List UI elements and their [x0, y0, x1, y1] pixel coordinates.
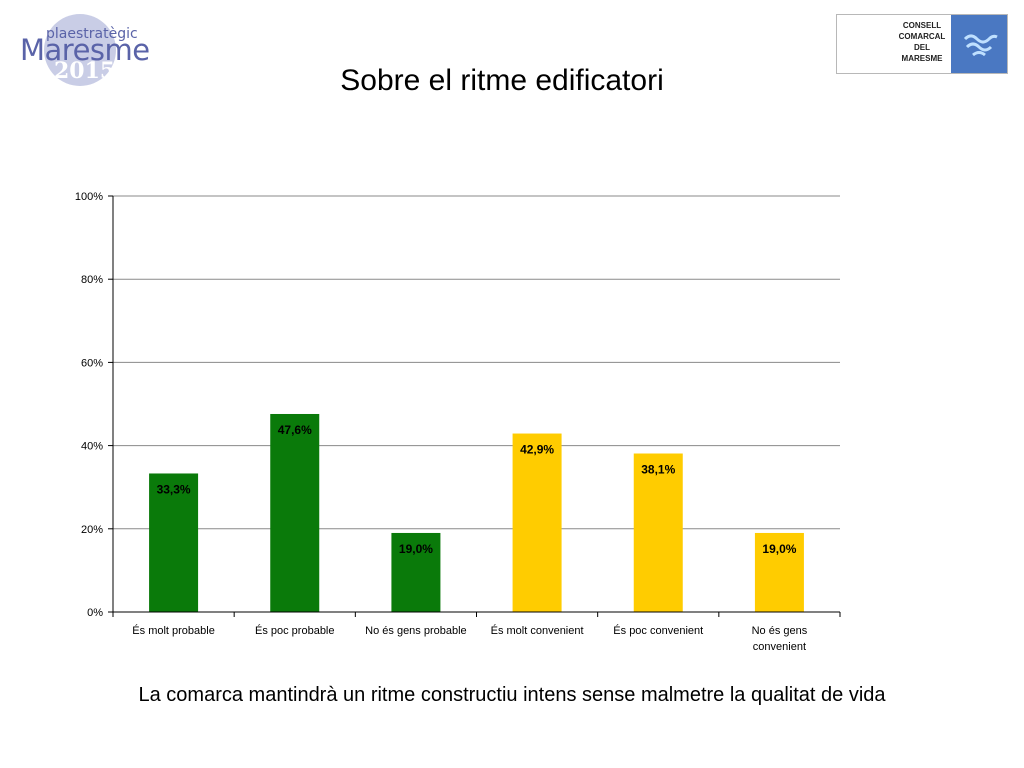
x-tick-label-line: convenient: [753, 641, 806, 653]
data-label: 33,3%: [157, 482, 191, 496]
data-label: 19,0%: [399, 542, 433, 556]
x-tick-label-line: És molt probable: [132, 624, 215, 637]
logo-text-maresme: Maresme: [20, 33, 150, 67]
page-title: Sobre el ritme edificatori: [340, 64, 664, 97]
bar: [149, 473, 199, 612]
data-label: 42,9%: [520, 443, 554, 457]
logo-circle: [44, 14, 116, 86]
y-tick-label: 40%: [81, 441, 103, 453]
y-tick-label: 20%: [81, 524, 103, 536]
consell-logo-text: CONSELL COMARCAL DEL MARESME: [897, 20, 947, 64]
x-tick-label-line: No és gens probable: [365, 625, 467, 637]
wave-emblem-icon: [963, 34, 998, 57]
consell-logo-line: DEL: [914, 43, 930, 52]
bar-chart: 33,3% És molt probable 47,6% És poc probabl…: [75, 191, 841, 653]
plaestrategic-logo: plaestratègic Maresme 2015: [14, 10, 154, 92]
y-tick-label: 60%: [81, 357, 103, 369]
slide-caption: La comarca mantindrà un ritme constructi…: [138, 684, 886, 706]
data-label: 38,1%: [641, 463, 675, 477]
consell-logo-line: COMARCAL: [898, 32, 946, 41]
consell-logo-line: CONSELL: [902, 21, 942, 30]
axis-layer: 0% 20% 40% 60% 80% 100%: [75, 191, 841, 619]
bar: [754, 532, 804, 612]
bar: [512, 433, 562, 612]
x-tick-label: És molt probable: [132, 624, 215, 637]
y-tick-label: 100%: [75, 191, 103, 203]
bar-layer: [149, 413, 804, 612]
consell-comarcal-logo: CONSELL COMARCAL DEL MARESME: [836, 14, 1008, 74]
logo-text-plaestrategic: plaestratègic: [46, 26, 138, 42]
x-tick-label: És poc probable: [255, 624, 335, 637]
x-tick-label: No és gens convenient: [752, 625, 808, 653]
bar: [391, 532, 441, 612]
label-layer: 33,3% És molt probable 47,6% És poc probabl…: [132, 423, 807, 653]
logo-text-year: 2015: [54, 58, 116, 84]
data-label: 19,0%: [762, 542, 796, 556]
grid-layer: [113, 195, 840, 530]
y-tick-label: 0%: [87, 607, 103, 619]
x-tick-label-line: És poc convenient: [613, 624, 703, 637]
bar: [270, 413, 320, 612]
x-tick-label: És poc convenient: [613, 624, 703, 637]
consell-logo-line: MARESME: [901, 54, 943, 63]
x-tick-label: És molt convenient: [491, 624, 584, 637]
bar: [633, 453, 683, 612]
data-label: 47,6%: [278, 423, 312, 437]
x-tick-label-line: És poc probable: [255, 624, 335, 637]
x-tick-label-line: És molt convenient: [491, 624, 584, 637]
x-tick-label: No és gens probable: [365, 625, 467, 637]
consell-emblem-icon: [951, 15, 1007, 73]
x-tick-label-line: No és gens: [752, 625, 808, 637]
y-tick-label: 80%: [81, 274, 103, 286]
